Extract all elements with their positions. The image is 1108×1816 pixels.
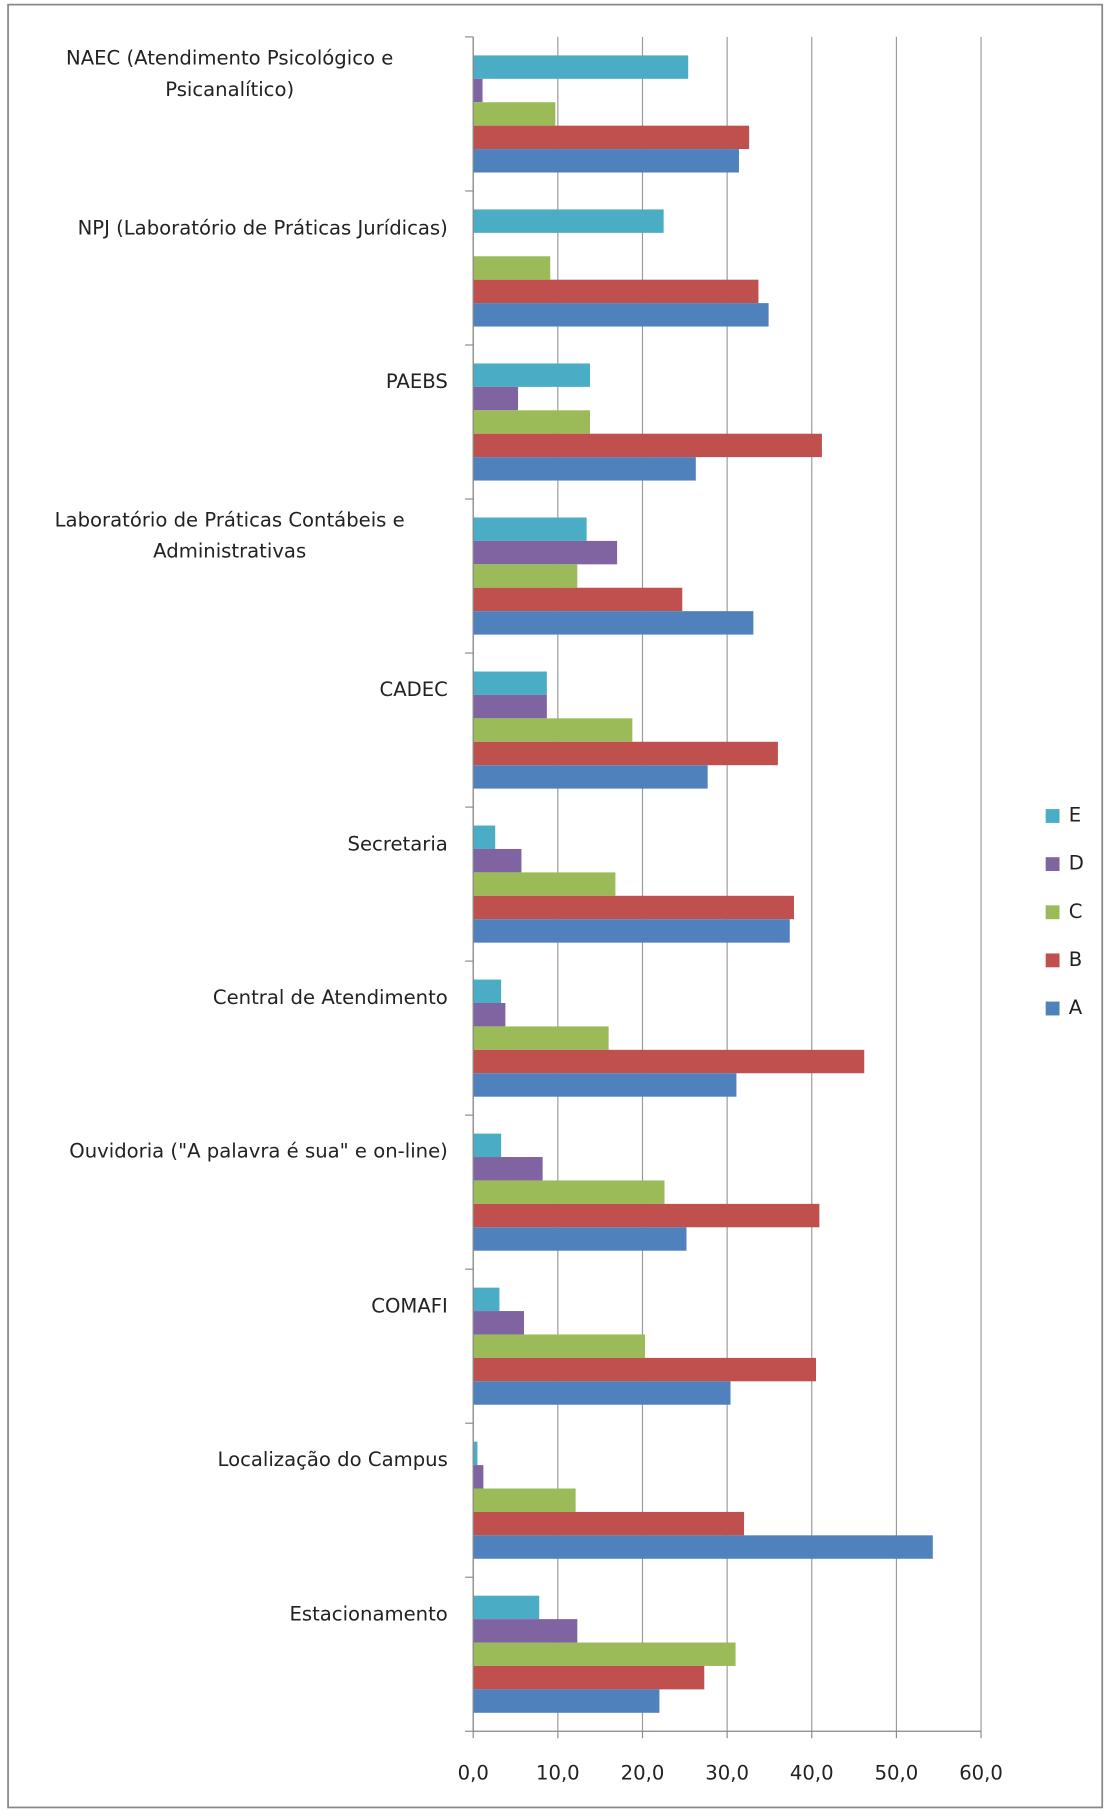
bar: [473, 1535, 933, 1559]
bar: [473, 78, 483, 103]
bar: [473, 718, 633, 742]
bar: [473, 1689, 660, 1713]
legend-swatch: [1045, 809, 1060, 823]
bar: [473, 1227, 687, 1251]
legend-label: E: [1069, 803, 1081, 826]
bar: [473, 1026, 609, 1050]
category-text: Localização do Campus: [217, 1448, 448, 1472]
legend-swatch: [1045, 1001, 1060, 1016]
bar: [473, 765, 708, 789]
bar: [473, 979, 502, 1003]
bar: [473, 1157, 543, 1181]
category-text: NAEC (Atendimento Psicológico e Psicanal…: [66, 46, 394, 102]
bar: [473, 303, 769, 327]
bar: [473, 517, 587, 541]
bar: [473, 587, 683, 612]
legend-label: C: [1069, 900, 1083, 923]
bar: [473, 919, 790, 943]
bar: [473, 125, 750, 150]
bar: [473, 1488, 576, 1512]
category-text: Laboratório de Práticas Contábeis e Admi…: [54, 509, 405, 564]
legend-label: A: [1069, 996, 1083, 1019]
bar: [473, 149, 739, 173]
bar: [473, 1357, 816, 1382]
bar: [473, 1049, 865, 1074]
bar: [473, 410, 591, 434]
bar: [473, 1441, 478, 1466]
bar: [473, 741, 778, 766]
y-tick-label: Laboratório de Práticas Contábeis e Admi…: [12, 506, 448, 568]
y-tick-label: Estacionamento: [12, 1599, 448, 1630]
bar: [473, 1133, 502, 1158]
legend-swatch: [1045, 905, 1060, 920]
bar: [473, 1595, 540, 1620]
category-text: Estacionamento: [289, 1602, 448, 1626]
legend-swatch: [1045, 953, 1060, 968]
y-tick-label: NAEC (Atendimento Psicológico e Psicanal…: [12, 44, 448, 106]
bar: [473, 611, 754, 635]
bar: [473, 386, 519, 411]
bar: [473, 433, 822, 458]
x-tick-label: 10,0: [536, 1761, 580, 1784]
bar: [473, 279, 759, 304]
legend-label: D: [1069, 852, 1084, 875]
y-tick-label: Central de Atendimento: [12, 983, 448, 1014]
bar: [473, 1665, 705, 1690]
y-tick-label: Ouvidoria ("A palavra é sua" e on-line): [12, 1137, 448, 1168]
bar: [473, 872, 616, 896]
bar: [473, 363, 591, 387]
x-tick-label: 40,0: [790, 1761, 834, 1784]
bar: [473, 1311, 524, 1335]
y-tick-label: PAEBS: [12, 367, 448, 398]
bar: [473, 895, 794, 920]
category-text: CADEC: [379, 678, 448, 702]
bar: [473, 209, 664, 233]
x-tick-label: 20,0: [621, 1761, 665, 1784]
y-tick-label: NPJ (Laboratório de Práticas Jurídicas): [12, 213, 448, 244]
bar: [473, 102, 556, 126]
y-tick-label: Localização do Campus: [12, 1445, 448, 1476]
category-text: Ouvidoria ("A palavra é sua" e on-line): [69, 1140, 448, 1164]
bar: [473, 1511, 745, 1536]
bar: [473, 848, 522, 873]
bar: [473, 256, 551, 280]
bar: [473, 671, 547, 695]
category-text: Secretaria: [347, 832, 448, 856]
bar: [473, 564, 578, 588]
y-tick-label: Secretaria: [12, 829, 448, 860]
x-tick-label: 0,0: [458, 1761, 489, 1784]
bar: [473, 1073, 737, 1097]
category-text: Central de Atendimento: [212, 986, 448, 1010]
bar: [473, 1619, 578, 1643]
bar: [473, 1381, 731, 1405]
bar: [473, 694, 547, 719]
bar: [473, 1002, 506, 1027]
bar: [473, 1287, 500, 1312]
x-tick-label: 30,0: [705, 1761, 749, 1784]
bar: [473, 1203, 820, 1228]
bar: [473, 1180, 665, 1204]
bar: [473, 1465, 484, 1489]
bar: [473, 55, 689, 79]
bar: [473, 457, 696, 481]
y-tick-label: CADEC: [12, 675, 448, 706]
bar: [473, 1334, 646, 1358]
bar: [473, 540, 618, 565]
legend-swatch: [1045, 857, 1060, 872]
category-text: COMAFI: [371, 1294, 448, 1318]
category-text: PAEBS: [385, 370, 448, 394]
legend-label: B: [1069, 948, 1082, 971]
category-text: NPJ (Laboratório de Práticas Jurídicas): [77, 216, 448, 240]
bar: [473, 1642, 736, 1666]
y-tick-label: COMAFI: [12, 1291, 448, 1322]
x-tick-label: 60,0: [959, 1761, 1003, 1784]
x-tick-label: 50,0: [875, 1761, 919, 1784]
bar: [473, 825, 496, 849]
